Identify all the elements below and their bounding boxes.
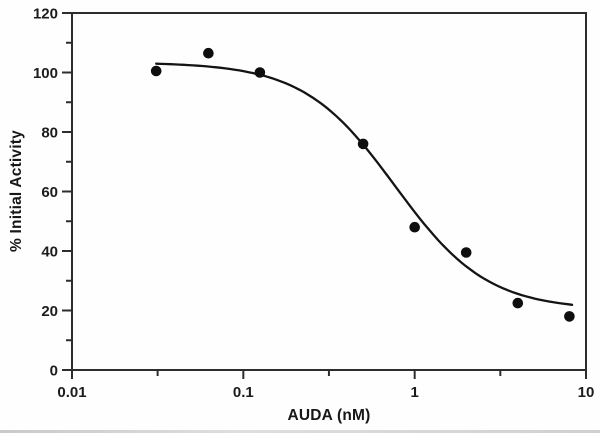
data-point: [150, 65, 162, 77]
y-axis-title: % Initial Activity: [8, 130, 25, 252]
data-point: [357, 138, 369, 150]
y-axis-ticks: 0 20 40 60 80 100 120: [33, 5, 72, 379]
y-tick-label: 100: [33, 65, 58, 82]
data-point: [512, 297, 524, 309]
scan-edge-artifact: [0, 430, 600, 433]
y-tick-label: 120: [33, 5, 58, 22]
y-tick-label: 20: [41, 303, 58, 320]
x-tick-label: 0.01: [57, 384, 86, 401]
data-point: [203, 47, 214, 59]
x-tick-label: 10: [578, 384, 595, 401]
x-axis-title: AUDA (nM): [287, 407, 371, 424]
data-point: [254, 67, 266, 78]
x-axis-ticks: 0.01 0.1 1 10: [57, 370, 594, 401]
data-point: [460, 247, 472, 258]
y-tick-label: 40: [41, 243, 58, 260]
data-points: [150, 47, 575, 322]
x-tick-label: 0.1: [233, 384, 254, 401]
data-point: [409, 221, 421, 233]
x-tick-label: 1: [410, 384, 418, 401]
y-tick-label: 80: [41, 124, 58, 141]
plot-frame: [71, 12, 587, 371]
y-tick-label: 60: [41, 184, 58, 201]
y-tick-label: 0: [50, 362, 58, 379]
fit-curve: [155, 62, 574, 306]
data-point: [564, 311, 575, 322]
